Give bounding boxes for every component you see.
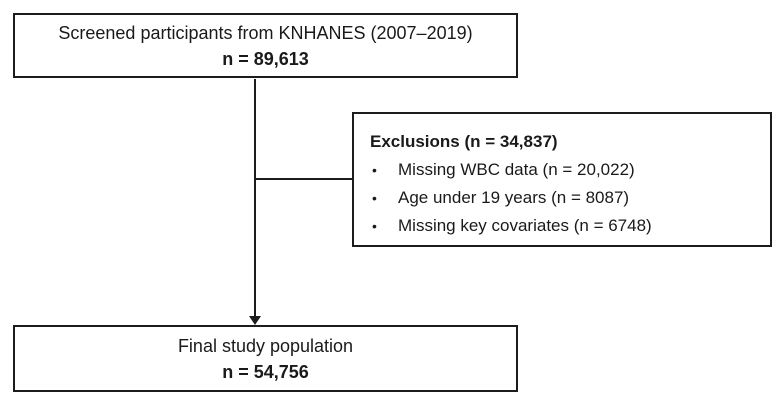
bullet-icon: • bbox=[372, 218, 377, 234]
vertical-connector-line bbox=[254, 79, 256, 318]
exclusions-title: Exclusions (n = 34,837) bbox=[370, 132, 558, 151]
horizontal-connector-line bbox=[255, 178, 352, 180]
bullet-icon: • bbox=[372, 190, 377, 206]
arrow-down-icon bbox=[249, 316, 261, 325]
screened-participants-count: n = 89,613 bbox=[222, 48, 309, 69]
exclusion-item-label: Missing WBC data (n = 20,022) bbox=[398, 160, 635, 179]
exclusion-item: • Missing WBC data (n = 20,022) bbox=[370, 156, 754, 184]
bullet-icon: • bbox=[372, 162, 377, 178]
screened-participants-box: Screened participants from KNHANES (2007… bbox=[13, 13, 518, 78]
exclusions-list: • Missing WBC data (n = 20,022) • Age un… bbox=[370, 156, 754, 240]
exclusion-item-label: Missing key covariates (n = 6748) bbox=[398, 216, 652, 235]
exclusions-box: Exclusions (n = 34,837) • Missing WBC da… bbox=[352, 112, 772, 247]
screened-participants-label: Screened participants from KNHANES (2007… bbox=[58, 22, 473, 43]
final-population-box: Final study population n = 54,756 bbox=[13, 325, 518, 392]
final-population-count: n = 54,756 bbox=[222, 361, 309, 382]
exclusion-item: • Age under 19 years (n = 8087) bbox=[370, 184, 754, 212]
final-population-label: Final study population bbox=[177, 335, 354, 356]
exclusion-item-label: Age under 19 years (n = 8087) bbox=[398, 188, 630, 207]
exclusion-item: • Missing key covariates (n = 6748) bbox=[370, 212, 754, 240]
